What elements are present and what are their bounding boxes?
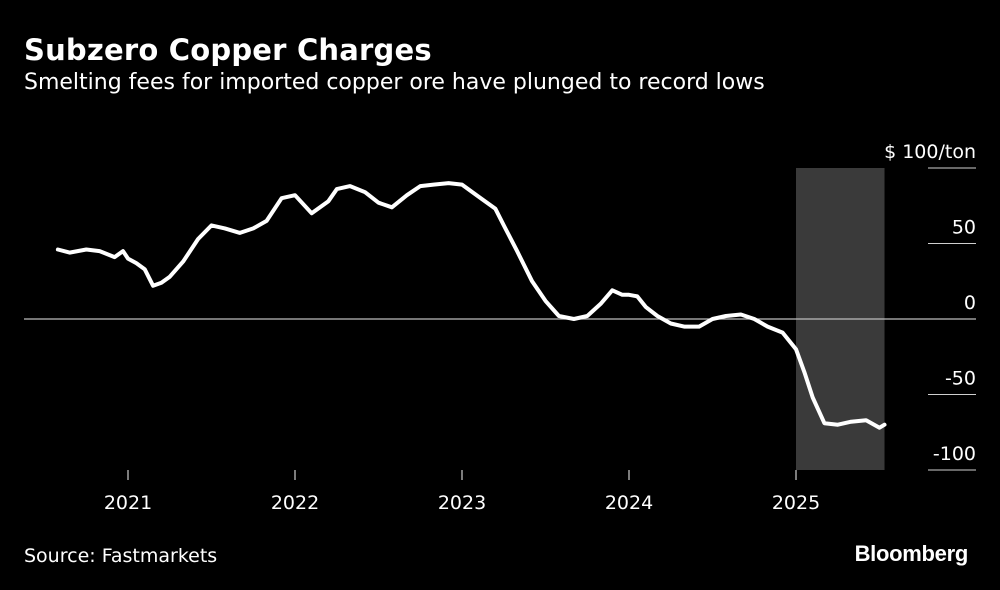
y-tick-label-100: $ 100/ton [884, 141, 976, 163]
bloomberg-logo: Bloomberg [854, 541, 969, 566]
series-line-0 [55, 181, 887, 430]
y-tick-label-50: 50 [952, 217, 976, 239]
y-tick-label-0: 0 [964, 292, 976, 314]
chart-title: Subzero Copper Charges [24, 33, 432, 67]
y-tick-label-neg100: -100 [933, 443, 976, 465]
source-note: Source: Fastmarkets [24, 545, 218, 567]
x-tick-label-2024: 2024 [605, 492, 653, 514]
y-tick-label-neg50: -50 [945, 368, 976, 390]
x-tick-label-2022: 2022 [271, 492, 319, 514]
x-tick-label-2021: 2021 [104, 492, 152, 514]
x-tick-label-2023: 2023 [438, 492, 486, 514]
x-tick-label-2025: 2025 [772, 492, 820, 514]
chart-subtitle: Smelting fees for imported copper ore ha… [24, 70, 765, 95]
